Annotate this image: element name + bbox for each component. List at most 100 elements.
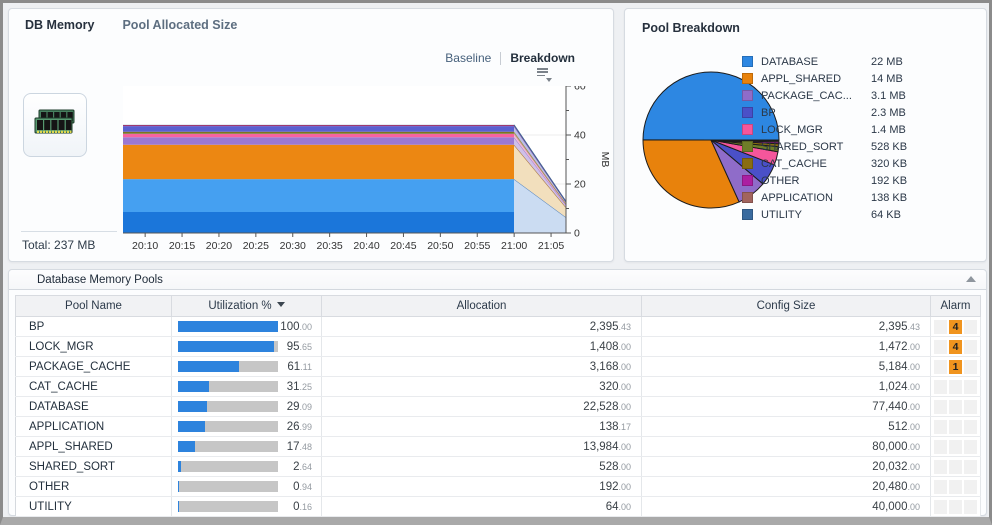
legend-value: 528 KB bbox=[871, 140, 908, 153]
alarms-cell: 4 bbox=[930, 316, 981, 337]
breakdown-link[interactable]: Breakdown bbox=[510, 51, 575, 65]
legend-swatch bbox=[742, 107, 753, 118]
table-row-other[interactable]: OTHER 0.94 192.00 20,480.00 bbox=[15, 476, 981, 497]
alarm-box bbox=[934, 359, 947, 374]
allocation-cell: 192.00 bbox=[321, 476, 642, 497]
alarm-box bbox=[949, 379, 962, 394]
legend-swatch bbox=[742, 158, 753, 169]
utilization-bar bbox=[178, 461, 278, 472]
alarm-box bbox=[949, 479, 962, 494]
config-size-cell: 80,000.00 bbox=[641, 436, 931, 457]
legend-item: BP 2.3 MB bbox=[742, 104, 977, 121]
pool-breakdown-title: Pool Breakdown bbox=[642, 21, 740, 35]
alarm-count-badge[interactable]: 1 bbox=[949, 359, 962, 374]
pool-name-cell: CAT_CACHE bbox=[15, 376, 172, 397]
alarm-box bbox=[964, 479, 977, 494]
panel-tabs: DB Memory Pool Allocated Size bbox=[25, 18, 237, 32]
config-size-cell: 1,472.00 bbox=[641, 336, 931, 357]
legend-label: LOCK_MGR bbox=[761, 123, 823, 136]
legend-value: 64 KB bbox=[871, 208, 901, 221]
utilization-bar bbox=[178, 481, 278, 492]
pool-name-cell: DATABASE bbox=[15, 396, 172, 417]
pie-legend: DATABASE 22 MB APPL_SHARED 14 MB PACKAGE_CAC… bbox=[742, 53, 977, 223]
view-toggle: Baseline Breakdown bbox=[445, 51, 575, 65]
db-memory-panel: DB Memory Pool Allocated Size Baseline B… bbox=[8, 8, 614, 262]
allocation-cell: 138.17 bbox=[321, 416, 642, 437]
svg-text:20:40: 20:40 bbox=[353, 240, 379, 252]
legend-item: UTILITY 64 KB bbox=[742, 206, 977, 223]
table-row-utility[interactable]: UTILITY 0.16 64.00 40,000.00 bbox=[15, 496, 981, 517]
legend-label: PACKAGE_CAC... bbox=[761, 89, 852, 102]
collapse-panel-icon[interactable] bbox=[966, 276, 976, 282]
pie-slice-appl_shared[interactable] bbox=[642, 139, 740, 209]
legend-item: SHARED_SORT 528 KB bbox=[742, 138, 977, 155]
table-row-cat_cache[interactable]: CAT_CACHE 31.25 320.00 1,024.00 bbox=[15, 376, 981, 397]
header-allocation[interactable]: Allocation bbox=[321, 295, 642, 317]
table-row-lock_mgr[interactable]: LOCK_MGR 95.65 1,408.00 1,472.00 4 bbox=[15, 336, 981, 357]
svg-text:20:25: 20:25 bbox=[243, 240, 269, 252]
legend-swatch bbox=[742, 192, 753, 203]
memory-modules-button[interactable] bbox=[23, 93, 87, 157]
alarm-box bbox=[934, 339, 947, 354]
header-alarms[interactable]: Alarm bbox=[930, 295, 981, 317]
utilization-bar bbox=[178, 381, 278, 392]
pie-slice-utility[interactable] bbox=[710, 139, 780, 142]
pool-breakdown-panel: Pool Breakdown DATABASE 22 MB APPL_SHARED 1… bbox=[624, 8, 987, 262]
legend-label: APPLICATION bbox=[761, 191, 833, 204]
legend-label: CAT_CACHE bbox=[761, 157, 827, 170]
table-row-bp[interactable]: BP 100.00 2,395.43 2,395.43 4 bbox=[15, 316, 981, 337]
legend-value: 138 KB bbox=[871, 191, 908, 204]
table-row-shared_sort[interactable]: SHARED_SORT 2.64 528.00 20,032.00 bbox=[15, 456, 981, 477]
legend-label: UTILITY bbox=[761, 208, 802, 221]
header-utilization[interactable]: Utilization % bbox=[171, 295, 322, 317]
utilization-cell: 17.48 bbox=[171, 436, 322, 457]
svg-text:20:10: 20:10 bbox=[132, 240, 158, 252]
tab-db-memory[interactable]: DB Memory bbox=[25, 18, 95, 32]
utilization-cell: 61.11 bbox=[171, 356, 322, 377]
pool-name-cell: BP bbox=[15, 316, 172, 337]
table-row-package_cache[interactable]: PACKAGE_CACHE 61.11 3,168.00 5,184.00 1 bbox=[15, 356, 981, 377]
tab-pool-allocated-size[interactable]: Pool Allocated Size bbox=[122, 18, 238, 32]
alarm-box bbox=[934, 459, 947, 474]
pools-titlebar: Database Memory Pools bbox=[9, 270, 986, 290]
allocation-cell: 13,984.00 bbox=[321, 436, 642, 457]
memory-breakdown-area-chart[interactable]: 0 20 40 60 MB 20:10 20:15 20:20 20:25 20:30 20:35 2… bbox=[123, 86, 611, 261]
alarm-box bbox=[934, 319, 947, 334]
legend-value: 1.4 MB bbox=[871, 123, 906, 136]
legend-item: CAT_CACHE 320 KB bbox=[742, 155, 977, 172]
table-row-appl_shared[interactable]: APPL_SHARED 17.48 13,984.00 80,000.00 bbox=[15, 436, 981, 457]
legend-label: BP bbox=[761, 106, 776, 119]
chart-options-icon[interactable] bbox=[537, 68, 552, 82]
header-config-size[interactable]: Config Size bbox=[641, 295, 931, 317]
allocation-cell: 64.00 bbox=[321, 496, 642, 517]
legend-swatch bbox=[742, 209, 753, 220]
legend-item: DATABASE 22 MB bbox=[742, 53, 977, 70]
alarms-cell: 4 bbox=[930, 336, 981, 357]
svg-text:0: 0 bbox=[574, 228, 580, 240]
total-divider bbox=[21, 231, 117, 232]
alarm-count-badge[interactable]: 4 bbox=[949, 319, 962, 334]
alarm-box bbox=[949, 459, 962, 474]
pool-name-cell: APPLICATION bbox=[15, 416, 172, 437]
table-row-application[interactable]: APPLICATION 26.99 138.17 512.00 bbox=[15, 416, 981, 437]
baseline-link[interactable]: Baseline bbox=[445, 51, 492, 65]
svg-text:21:00: 21:00 bbox=[501, 240, 527, 252]
alarms-cell bbox=[930, 416, 981, 437]
legend-item: APPL_SHARED 14 MB bbox=[742, 70, 977, 87]
pie-slice-database[interactable] bbox=[642, 71, 780, 141]
toggle-divider bbox=[500, 51, 502, 65]
header-pool-name[interactable]: Pool Name bbox=[15, 295, 172, 317]
svg-text:20:20: 20:20 bbox=[206, 240, 232, 252]
alarms-cell bbox=[930, 476, 981, 497]
svg-text:20:45: 20:45 bbox=[390, 240, 416, 252]
table-row-database[interactable]: DATABASE 29.09 22,528.00 77,440.00 bbox=[15, 396, 981, 417]
pool-name-cell: UTILITY bbox=[15, 496, 172, 517]
alarm-box bbox=[934, 479, 947, 494]
alarm-count-badge[interactable]: 4 bbox=[949, 339, 962, 354]
pool-breakdown-pie-chart[interactable] bbox=[635, 67, 795, 227]
legend-value: 3.1 MB bbox=[871, 89, 906, 102]
config-size-cell: 77,440.00 bbox=[641, 396, 931, 417]
pools-table: Pool Name Utilization % Allocation Confi… bbox=[15, 295, 981, 517]
utilization-cell: 2.64 bbox=[171, 456, 322, 477]
